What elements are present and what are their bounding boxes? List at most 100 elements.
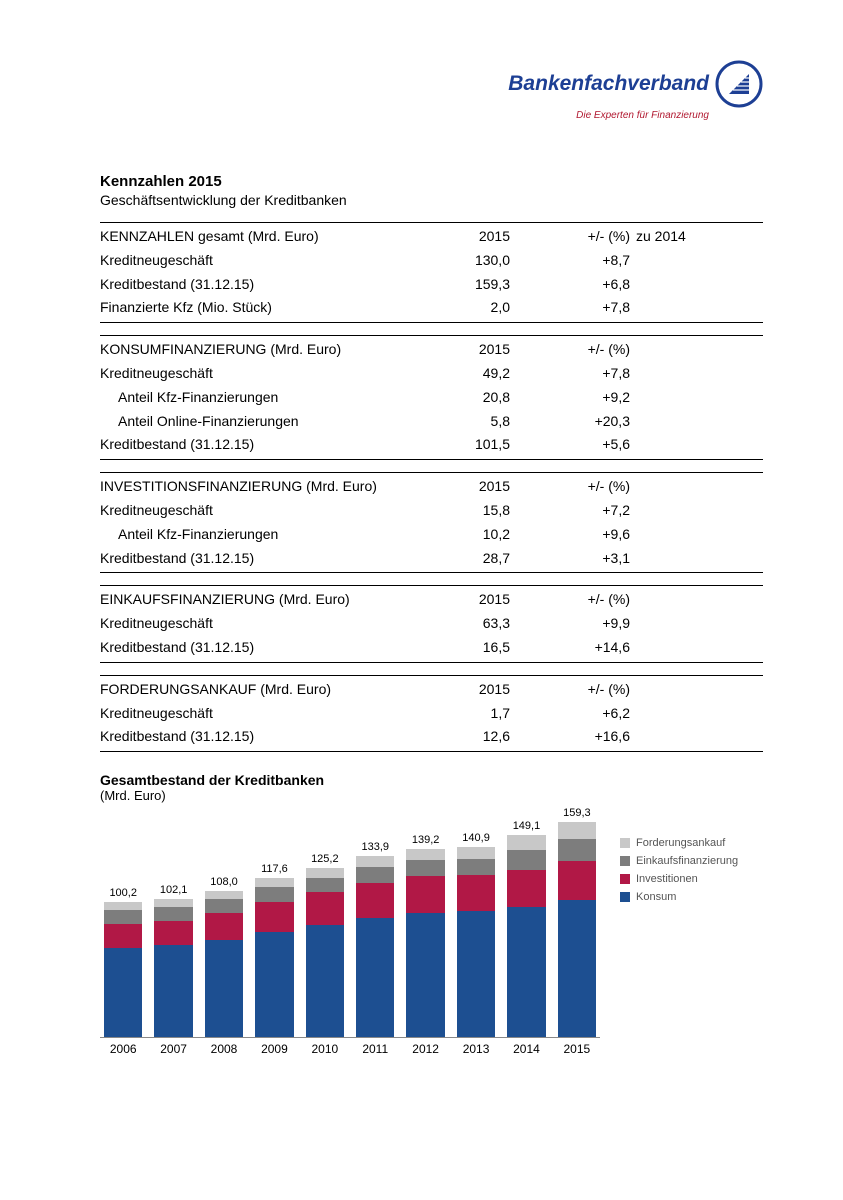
bar-stack (507, 835, 545, 1037)
header-delta: +/- (%) (510, 588, 630, 612)
row-label: Anteil Online-Finanzierungen (100, 410, 400, 434)
bar-stack (558, 822, 596, 1038)
x-axis-label: 2014 (507, 1042, 545, 1056)
data-block: INVESTITIONSFINANZIERUNG (Mrd. Euro)2015… (100, 472, 763, 573)
bar-column: 133,9 (356, 841, 394, 1037)
data-block: KENNZAHLEN gesamt (Mrd. Euro)2015+/- (%)… (100, 222, 763, 323)
header-label: KONSUMFINANZIERUNG (Mrd. Euro) (100, 338, 400, 362)
row-label: Kreditbestand (31.12.15) (100, 725, 400, 749)
bar-segment-investitionen (255, 902, 293, 932)
legend-item: Forderungsankauf (620, 837, 738, 849)
table-header-row: EINKAUFSFINANZIERUNG (Mrd. Euro)2015+/- … (100, 588, 763, 612)
table-row: Kreditbestand (31.12.15)12,6+16,6 (100, 725, 763, 749)
bar-segment-forderung (457, 847, 495, 859)
x-axis-label: 2015 (558, 1042, 596, 1056)
data-block: KONSUMFINANZIERUNG (Mrd. Euro)2015+/- (%… (100, 335, 763, 460)
table-row: Kreditbestand (31.12.15)16,5+14,6 (100, 636, 763, 660)
bar-stack (356, 856, 394, 1037)
legend-label: Einkaufsfinanzierung (636, 855, 738, 867)
bar-total-label: 140,9 (462, 832, 490, 844)
logo-container: Bankenfachverband Die Experten für Finan… (100, 60, 763, 123)
row-delta: +8,7 (510, 249, 630, 273)
table-row: Anteil Kfz-Finanzierungen20,8+9,2 (100, 386, 763, 410)
header-label: KENNZAHLEN gesamt (Mrd. Euro) (100, 225, 400, 249)
brand-logo: Bankenfachverband Die Experten für Finan… (508, 60, 763, 121)
bar-segment-einkauf (507, 850, 545, 869)
header-delta: +/- (%) (510, 225, 630, 249)
chart-section: Gesamtbestand der Kreditbanken (Mrd. Eur… (100, 772, 763, 1056)
bar-segment-investitionen (558, 861, 596, 900)
header-year: 2015 (400, 678, 510, 702)
bar-segment-konsum (255, 932, 293, 1038)
row-delta: +9,9 (510, 612, 630, 636)
bar-column: 102,1 (154, 884, 192, 1037)
x-axis-label: 2012 (406, 1042, 444, 1056)
row-delta: +20,3 (510, 410, 630, 434)
bar-stack (306, 868, 344, 1037)
row-value: 5,8 (400, 410, 510, 434)
table-header-row: INVESTITIONSFINANZIERUNG (Mrd. Euro)2015… (100, 475, 763, 499)
row-value: 28,7 (400, 547, 510, 571)
header-label: FORDERUNGSANKAUF (Mrd. Euro) (100, 678, 400, 702)
bar-segment-konsum (406, 913, 444, 1037)
bar-column: 117,6 (255, 863, 293, 1037)
bar-segment-investitionen (154, 921, 192, 945)
bar-segment-einkauf (255, 887, 293, 902)
bar-segment-einkauf (154, 907, 192, 921)
bar-total-label: 117,6 (261, 863, 288, 875)
table-row: Anteil Online-Finanzierungen5,8+20,3 (100, 410, 763, 434)
bar-segment-einkauf (457, 859, 495, 875)
chart-legend: Forderungsankauf Einkaufsfinanzierung Inve… (620, 837, 738, 909)
x-axis-label: 2013 (457, 1042, 495, 1056)
legend-label: Investitionen (636, 873, 698, 885)
bar-column: 159,3 (558, 807, 596, 1038)
row-label: Kreditbestand (31.12.15) (100, 636, 400, 660)
legend-item: Einkaufsfinanzierung (620, 855, 738, 867)
legend-swatch (620, 892, 630, 902)
bar-segment-konsum (558, 900, 596, 1037)
bar-column: 149,1 (507, 820, 545, 1037)
header-label: EINKAUFSFINANZIERUNG (Mrd. Euro) (100, 588, 400, 612)
legend-item: Investitionen (620, 873, 738, 885)
chart-x-axis: 2006200720082009201020112012201320142015 (100, 1038, 600, 1056)
bar-segment-einkauf (558, 839, 596, 861)
bar-segment-investitionen (356, 883, 394, 918)
bar-segment-konsum (205, 940, 243, 1037)
legend-swatch (620, 856, 630, 866)
row-label: Kreditneugeschäft (100, 362, 400, 386)
row-delta: +6,2 (510, 702, 630, 726)
bar-segment-investitionen (205, 913, 243, 940)
bar-segment-konsum (154, 945, 192, 1037)
bar-segment-forderung (356, 856, 394, 867)
row-label: Kreditneugeschäft (100, 499, 400, 523)
data-block: EINKAUFSFINANZIERUNG (Mrd. Euro)2015+/- … (100, 585, 763, 662)
chart-unit: (Mrd. Euro) (100, 788, 763, 803)
x-axis-label: 2010 (306, 1042, 344, 1056)
row-value: 101,5 (400, 433, 510, 457)
bar-segment-einkauf (406, 860, 444, 876)
row-delta: +16,6 (510, 725, 630, 749)
bar-segment-einkauf (104, 910, 142, 924)
bar-column: 125,2 (306, 853, 344, 1037)
logo-name: Bankenfachverband (508, 72, 709, 96)
row-value: 49,2 (400, 362, 510, 386)
x-axis-label: 2011 (356, 1042, 394, 1056)
table-row: Kreditneugeschäft49,2+7,8 (100, 362, 763, 386)
bar-segment-forderung (205, 891, 243, 899)
row-value: 159,3 (400, 273, 510, 297)
x-axis-label: 2008 (205, 1042, 243, 1056)
row-label: Finanzierte Kfz (Mio. Stück) (100, 296, 400, 320)
document-page: Bankenfachverband Die Experten für Finan… (0, 0, 843, 1096)
bar-segment-forderung (255, 878, 293, 887)
row-value: 63,3 (400, 612, 510, 636)
table-row: Kreditneugeschäft15,8+7,2 (100, 499, 763, 523)
x-axis-label: 2009 (255, 1042, 293, 1056)
table-header-row: KONSUMFINANZIERUNG (Mrd. Euro)2015+/- (%… (100, 338, 763, 362)
bar-column: 108,0 (205, 876, 243, 1037)
table-row: Anteil Kfz-Finanzierungen10,2+9,6 (100, 523, 763, 547)
table-row: Kreditneugeschäft130,0+8,7 (100, 249, 763, 273)
bar-total-label: 108,0 (210, 876, 238, 888)
bar-total-label: 100,2 (109, 887, 137, 899)
x-axis-label: 2006 (104, 1042, 142, 1056)
bar-segment-einkauf (356, 867, 394, 883)
